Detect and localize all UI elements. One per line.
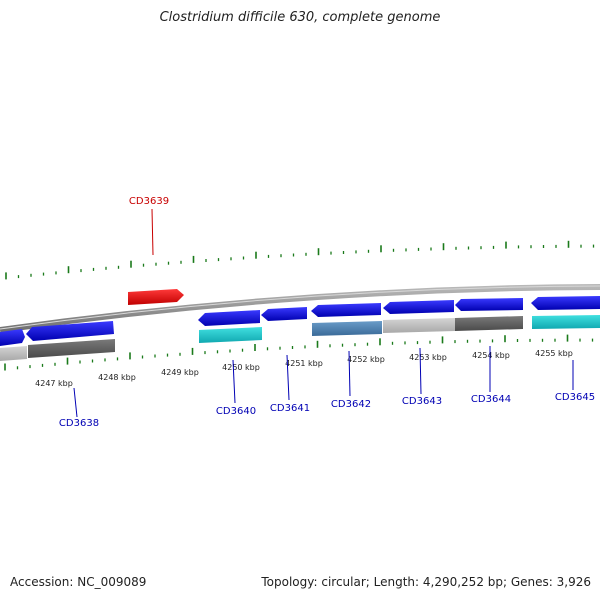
gene-label-cd3641[interactable]: CD3641: [270, 403, 310, 414]
gene-cd3645[interactable]: [531, 296, 600, 310]
gene-cd3639[interactable]: [128, 289, 184, 305]
feature-track: [0, 315, 600, 361]
scale-label: 4255 kbp: [535, 349, 573, 358]
scale-label: 4247 kbp: [35, 379, 73, 388]
gene-fwd-segment[interactable]: [0, 329, 25, 346]
genome-backbone: [0, 284, 600, 333]
cd3638-connector: [73, 387, 78, 418]
cd3643-connector: [419, 347, 422, 395]
feature-cyan: [199, 327, 262, 343]
cd3639-connector: [151, 208, 154, 256]
gene-cd3642[interactable]: [311, 303, 381, 317]
map-title: Clostridium difficile 630, complete geno…: [159, 10, 441, 25]
forward-strand: [0, 296, 600, 346]
gene-label-cd3640[interactable]: CD3640: [216, 406, 256, 417]
gene-label-cd3638[interactable]: CD3638: [59, 418, 99, 429]
gene-cd3640[interactable]: [198, 310, 260, 326]
gene-label-cd3639[interactable]: CD3639: [129, 196, 169, 207]
gene-labels: CD3638 CD3640 CD3641 CD3642 CD3643 CD364…: [59, 346, 595, 429]
scale-label: 4253 kbp: [409, 353, 447, 362]
cd3640-connector: [232, 359, 236, 404]
feature-light: [0, 346, 27, 361]
feature-cyan: [532, 315, 600, 329]
cd3642-connector: [348, 350, 351, 397]
gene-cd3643[interactable]: [383, 300, 454, 314]
gene-label-cd3644[interactable]: CD3644: [471, 394, 511, 405]
genome-stats-text: Topology: circular; Length: 4,290,252 bp…: [261, 575, 591, 589]
scale-label: 4252 kbp: [347, 355, 385, 364]
accession-text: Accession: NC_009089: [10, 575, 147, 589]
feature-light: [383, 318, 455, 333]
gene-label-cd3645[interactable]: CD3645: [555, 392, 595, 403]
inner-tick-ring: [4, 334, 594, 371]
gene-cd3638[interactable]: [26, 321, 114, 341]
scale-label: 4254 kbp: [472, 351, 510, 360]
feature-dark: [28, 339, 115, 358]
scale-labels: 4247 kbp 4248 kbp 4249 kbp 4250 kbp 4251…: [35, 349, 573, 388]
feature-steel: [312, 321, 382, 336]
gene-label-cd3642[interactable]: CD3642: [331, 399, 371, 410]
scale-label: 4251 kbp: [285, 359, 323, 368]
feature-dark: [455, 316, 523, 331]
outer-tick-ring: [5, 240, 595, 280]
gene-cd3641[interactable]: [261, 307, 307, 321]
scale-label: 4249 kbp: [161, 368, 199, 377]
scale-label: 4248 kbp: [98, 373, 136, 382]
gene-label-cd3643[interactable]: CD3643: [402, 396, 442, 407]
gene-cd3644[interactable]: [455, 298, 523, 311]
scale-label: 4250 kbp: [222, 363, 260, 372]
cd3641-connector: [286, 354, 290, 401]
